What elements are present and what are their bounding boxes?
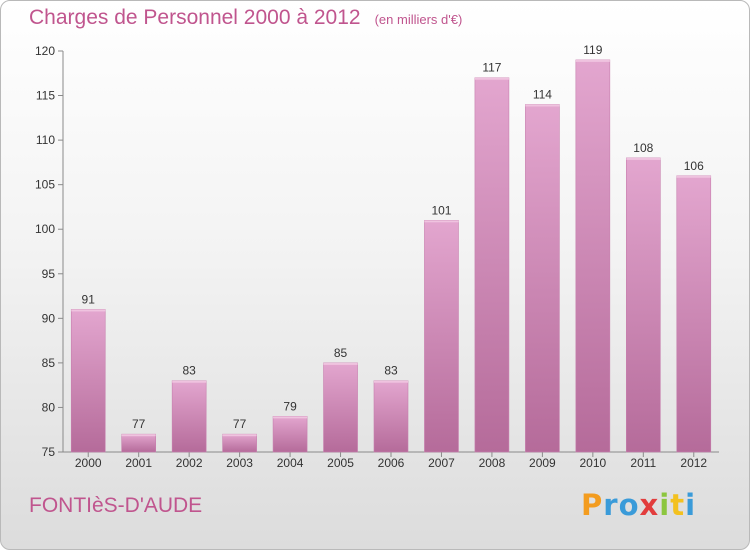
bar-value-label: 117 — [482, 61, 501, 75]
bar — [575, 59, 611, 453]
x-tick-label: 2000 — [75, 456, 102, 470]
bar-top-highlight — [323, 362, 358, 365]
y-tick-label: 75 — [42, 445, 56, 459]
logo-letter: i — [659, 488, 671, 522]
x-tick-label: 2012 — [680, 456, 707, 470]
bar-top-highlight — [424, 220, 459, 223]
x-tick-label: 2004 — [277, 456, 304, 470]
x-tick-label: 2006 — [378, 456, 405, 470]
bar-top-highlight — [222, 434, 257, 437]
bar-top-highlight — [474, 77, 509, 80]
bar — [323, 362, 358, 453]
bar-value-label: 79 — [283, 399, 297, 413]
bar — [525, 104, 560, 453]
logo-letter: P — [581, 488, 604, 522]
x-tick-label: 2002 — [176, 456, 203, 470]
logo-letter: x — [639, 488, 660, 522]
bar-top-highlight — [172, 380, 207, 383]
bar-top-highlight — [626, 157, 661, 160]
y-tick-label: 95 — [42, 267, 56, 281]
x-tick-label: 2005 — [327, 456, 354, 470]
x-tick-label: 2008 — [479, 456, 506, 470]
bar-value-label: 108 — [633, 141, 653, 155]
y-tick-label: 100 — [35, 222, 55, 236]
bar — [222, 433, 257, 453]
logo-letter: r — [603, 488, 619, 522]
x-tick-label: 2009 — [529, 456, 556, 470]
x-tick-label: 2001 — [125, 456, 152, 470]
proxiti-logo: Proxiti — [581, 488, 696, 522]
y-tick-label: 90 — [42, 311, 56, 325]
bar-top-highlight — [273, 416, 308, 419]
bar-value-label: 83 — [384, 364, 398, 378]
bar — [171, 380, 207, 453]
bar-top-highlight — [575, 59, 610, 62]
chart-title: Charges de Personnel 2000 à 2012 (en mill… — [29, 6, 462, 30]
bar-value-label: 101 — [431, 203, 451, 217]
bar-value-label: 85 — [334, 346, 348, 360]
logo-letter: t — [670, 488, 686, 522]
bar — [121, 433, 156, 453]
x-tick-label: 2007 — [428, 456, 455, 470]
x-tick-label: 2011 — [630, 456, 656, 470]
bar-value-label: 83 — [182, 364, 196, 378]
bar-top-highlight — [374, 380, 408, 383]
bar — [474, 77, 510, 453]
bar-value-label: 91 — [82, 292, 96, 306]
bar — [626, 157, 661, 453]
x-tick-label: 2010 — [579, 456, 606, 470]
x-tick-label: 2003 — [226, 456, 253, 470]
y-tick-label: 110 — [36, 133, 55, 147]
y-tick-label: 85 — [42, 356, 56, 370]
bar-top-highlight — [676, 175, 711, 178]
bar-top-highlight — [525, 104, 560, 107]
y-tick-label: 80 — [42, 400, 56, 414]
bar — [70, 309, 106, 453]
bar-value-label: 114 — [533, 87, 552, 101]
bar-value-label: 106 — [684, 159, 704, 173]
bar-value-label: 77 — [132, 417, 146, 431]
bar — [424, 220, 459, 453]
bar — [373, 380, 409, 453]
bar-top-highlight — [71, 309, 106, 312]
y-tick-label: 105 — [35, 178, 55, 192]
bar-top-highlight — [121, 434, 156, 437]
title-text: Charges de Personnel 2000 à 2012 — [29, 6, 361, 29]
bars: 91 77 83 77 79 85 83 101 117 114 119 108 106 — [70, 43, 712, 453]
logo-letter: i — [685, 488, 697, 522]
commune-name: FONTIèS-D'AUDE — [29, 494, 203, 517]
unit-label: (en milliers d'€) — [374, 12, 463, 27]
y-tick-label: 115 — [36, 89, 55, 103]
bar-value-label: 119 — [583, 43, 602, 57]
y-tick-label: 120 — [35, 44, 55, 58]
logo-letter: o — [618, 488, 640, 522]
bar — [272, 416, 308, 453]
bar — [676, 175, 712, 453]
bar-value-label: 77 — [233, 417, 247, 431]
